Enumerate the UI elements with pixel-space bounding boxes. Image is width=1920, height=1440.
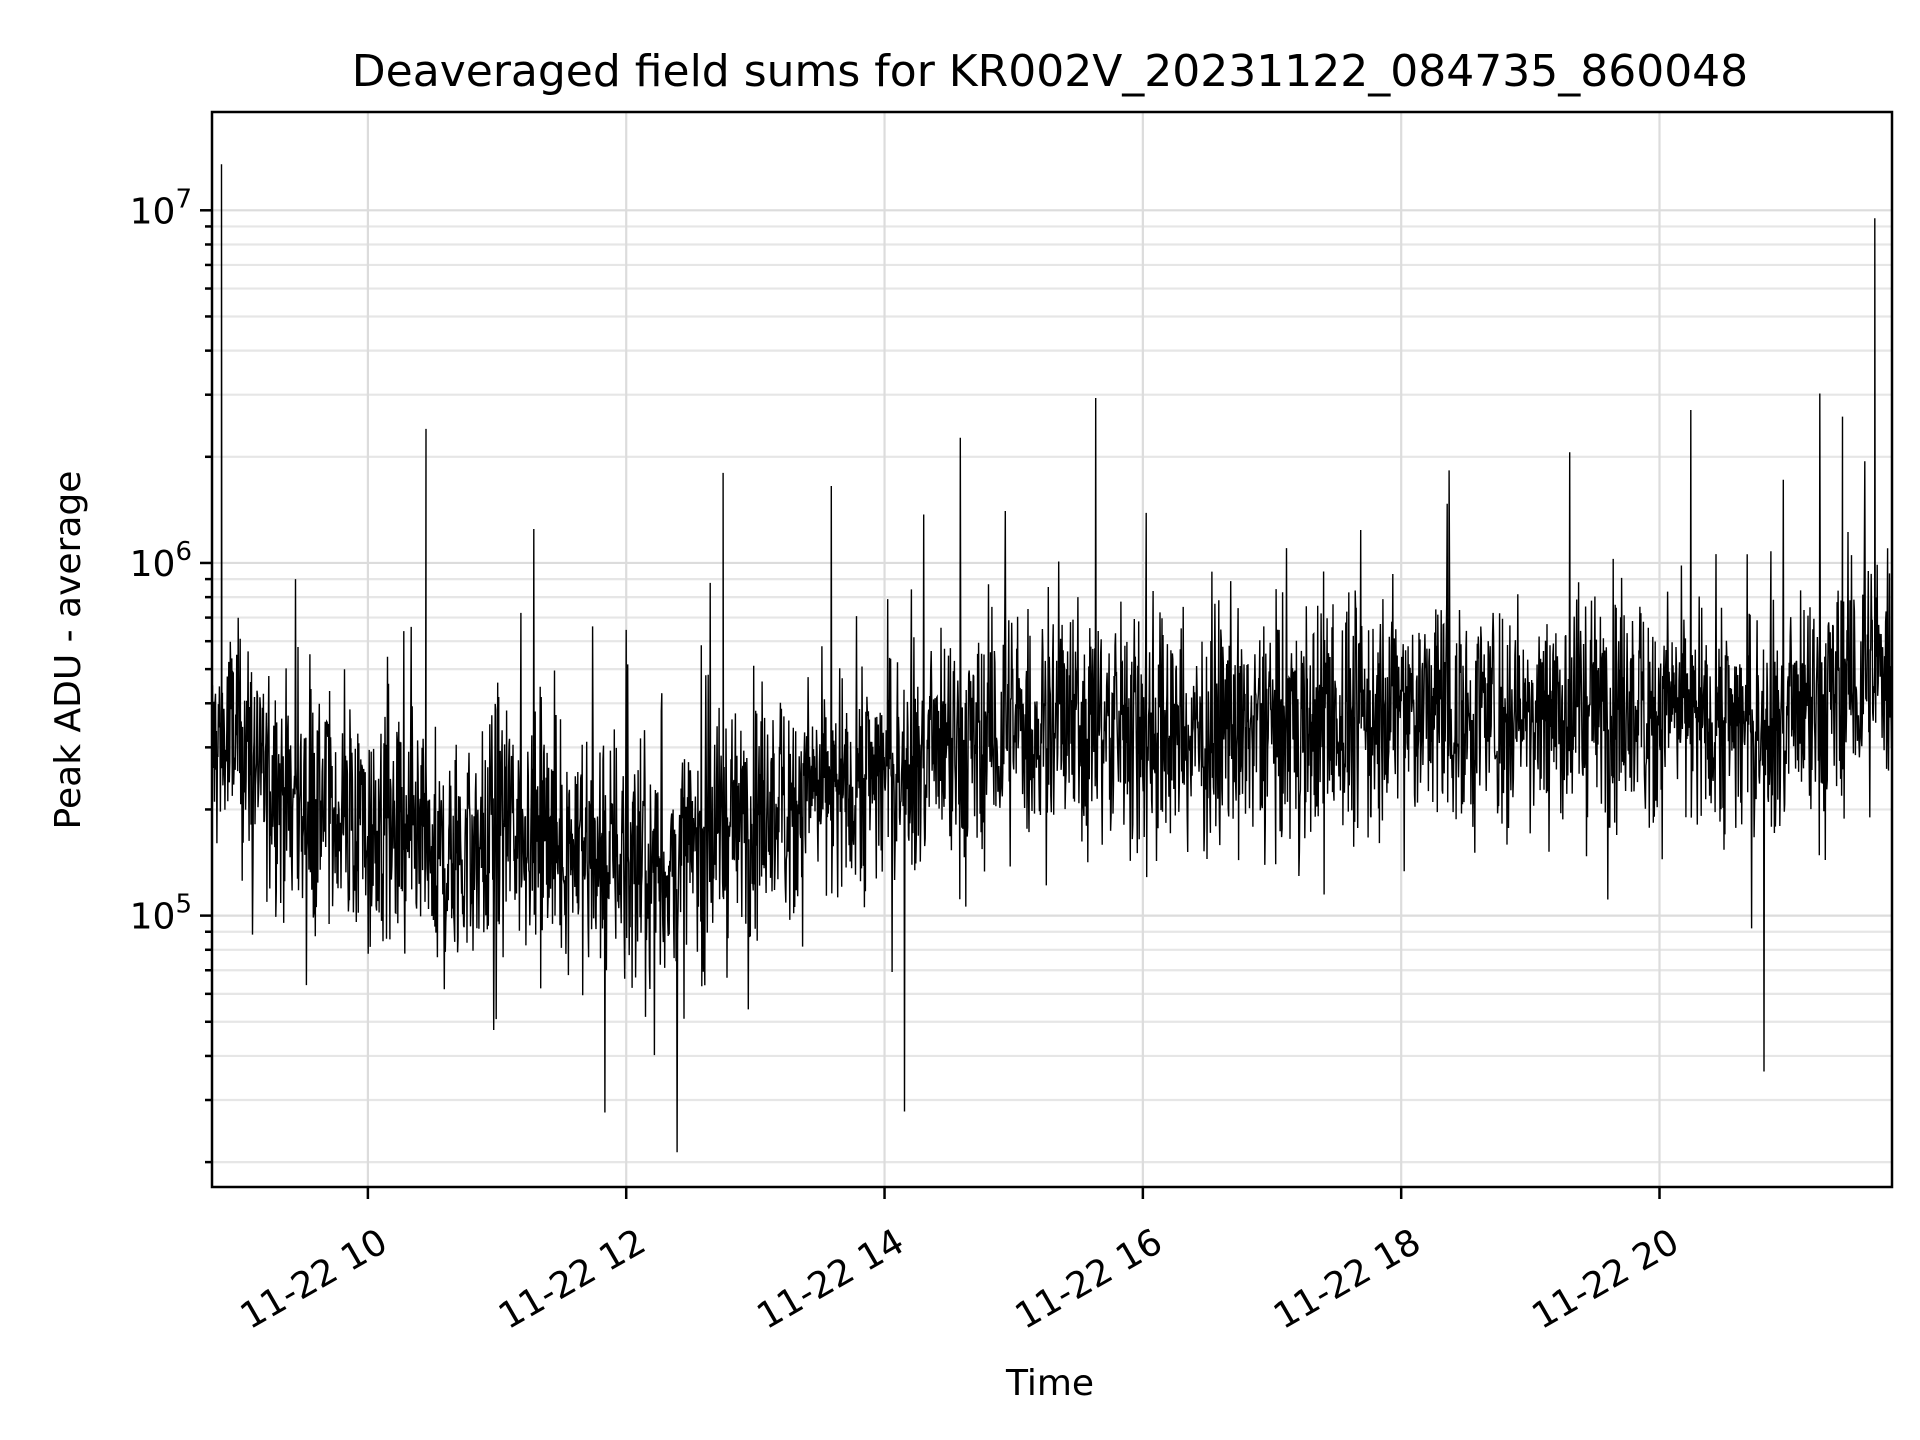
plot-area bbox=[211, 164, 1893, 1153]
y-axis-label: Peak ADU - average bbox=[48, 471, 89, 830]
x-axis-label: Time bbox=[1005, 1363, 1094, 1404]
y-axis: 105 106 107 bbox=[130, 184, 212, 1164]
chart-title: Deaveraged field sums for KR002V_2023112… bbox=[352, 46, 1748, 97]
x-tick-label: 11-22 20 bbox=[1525, 1221, 1686, 1337]
x-tick-label: 11-22 12 bbox=[492, 1221, 653, 1337]
y-tick-label: 106 bbox=[130, 537, 192, 585]
x-axis: 11-22 10 11-22 12 11-22 14 11-22 16 11-22 18… bbox=[234, 1187, 1686, 1338]
x-tick-label: 11-22 18 bbox=[1267, 1221, 1428, 1337]
x-tick-label: 11-22 16 bbox=[1009, 1221, 1170, 1337]
x-tick-label: 11-22 10 bbox=[234, 1221, 395, 1337]
x-tick-label: 11-22 14 bbox=[750, 1221, 911, 1337]
y-tick-label: 105 bbox=[130, 890, 192, 938]
plot-frame bbox=[210, 110, 1894, 1189]
y-tick-label: 107 bbox=[130, 184, 192, 232]
series-line bbox=[211, 164, 1893, 1153]
